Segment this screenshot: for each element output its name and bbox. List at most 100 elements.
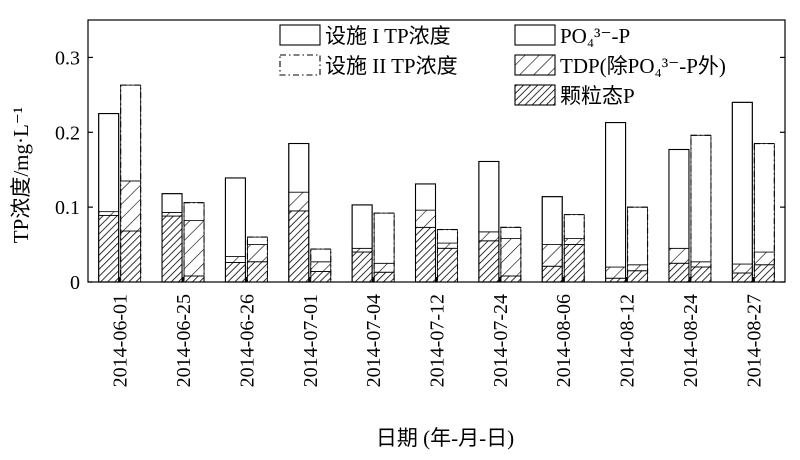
legend-swatch bbox=[514, 24, 556, 46]
y-tick-label: 0.2 bbox=[55, 122, 80, 144]
bar-outline-facility-2 bbox=[753, 142, 775, 283]
legend-swatch bbox=[514, 54, 556, 76]
x-tick-label: 2014-08-24 bbox=[680, 294, 702, 387]
x-tick-label: 2014-08-06 bbox=[553, 294, 575, 387]
bar-outline-facility-2 bbox=[246, 236, 268, 283]
bar-segment-po4-p bbox=[247, 236, 268, 245]
bar-outline-facility-2 bbox=[310, 248, 332, 283]
bar-segment-tdp-non-po4 bbox=[500, 238, 522, 277]
bar-segment-particulate-p bbox=[668, 262, 690, 283]
bar-segment-particulate-p bbox=[288, 210, 310, 283]
bar-segment-particulate-p bbox=[690, 266, 712, 283]
bar-segment-particulate-p bbox=[753, 264, 775, 283]
y-tick-label: 0 bbox=[70, 272, 80, 294]
plot-bars bbox=[98, 84, 775, 283]
bar-segment-tdp-non-po4 bbox=[288, 191, 310, 212]
x-tick-label: 2014-07-12 bbox=[427, 294, 449, 387]
bar-segment-po4-p bbox=[627, 206, 648, 266]
bar-segment-tdp-non-po4 bbox=[225, 256, 246, 263]
bar-segment-particulate-p bbox=[478, 240, 500, 283]
bar-segment-particulate-p bbox=[120, 230, 142, 283]
bar-segment-tdp-non-po4 bbox=[563, 238, 585, 245]
x-tick-label: 2014-08-12 bbox=[617, 294, 639, 387]
bar-segment-po4-p bbox=[310, 248, 332, 263]
bar-segment-particulate-p bbox=[98, 214, 120, 283]
bar-segment-particulate-p bbox=[563, 244, 585, 283]
bar-segment-po4-p bbox=[98, 113, 120, 213]
bar-segment-tdp-non-po4 bbox=[541, 244, 563, 267]
legend-swatch bbox=[279, 24, 321, 46]
x-tick-label: 2014-07-24 bbox=[490, 294, 512, 387]
bar-segment-po4-p bbox=[351, 204, 373, 249]
y-tick-label: 0.1 bbox=[55, 197, 80, 219]
bar-segment-tdp-non-po4 bbox=[373, 262, 395, 273]
bar-segment-particulate-p bbox=[541, 265, 563, 283]
bar-segment-particulate-p bbox=[500, 275, 522, 283]
bar-segment-po4-p bbox=[478, 161, 500, 233]
bar-segment-po4-p bbox=[731, 101, 753, 265]
bar-segment-particulate-p bbox=[731, 272, 753, 283]
x-tick-label: 2014-06-01 bbox=[110, 294, 132, 387]
bar-segment-tdp-non-po4 bbox=[731, 263, 753, 274]
y-tick-label: 0.3 bbox=[55, 47, 80, 69]
bar-segment-particulate-p bbox=[415, 226, 436, 283]
bar-segment-po4-p bbox=[668, 149, 690, 249]
bar-segment-particulate-p bbox=[183, 275, 205, 283]
bar-segment-tdp-non-po4 bbox=[668, 247, 690, 264]
bar-segment-tdp-non-po4 bbox=[753, 251, 775, 266]
bar-segment-tdp-non-po4 bbox=[183, 220, 205, 277]
bar-segment-po4-p bbox=[437, 229, 458, 244]
bar-segment-tdp-non-po4 bbox=[478, 231, 500, 242]
x-tick-label: 2014-08-27 bbox=[743, 294, 765, 387]
bar-segment-tdp-non-po4 bbox=[415, 209, 436, 228]
bar-segment-tdp-non-po4 bbox=[437, 242, 458, 249]
bar-segment-po4-p bbox=[541, 196, 563, 245]
legend-swatch bbox=[279, 54, 321, 76]
bar-segment-po4-p bbox=[605, 122, 626, 268]
bar-segment-po4-p bbox=[161, 193, 183, 213]
bar-segment-po4-p bbox=[563, 214, 585, 239]
x-axis-label: 日期 (年-月-日) bbox=[376, 426, 514, 450]
bar-segment-particulate-p bbox=[247, 261, 268, 283]
legend-label: PO₄³⁻-P bbox=[560, 24, 630, 48]
bar-segment-tdp-non-po4 bbox=[627, 264, 648, 272]
plot-frame bbox=[87, 19, 786, 283]
bar-segment-particulate-p bbox=[225, 262, 246, 283]
bar-segment-po4-p bbox=[690, 134, 712, 263]
bar-segment-tdp-non-po4 bbox=[690, 261, 712, 268]
plot-axes: 2014-06-01 2014-06-25 2014-06-26 2014-07-01… bbox=[55, 19, 786, 387]
legend-label: TDP(除PO₄³⁻-P外) bbox=[560, 54, 726, 78]
bar-segment-particulate-p bbox=[351, 251, 373, 283]
y-axis-label: TP浓度/mg·L⁻¹ bbox=[9, 107, 33, 243]
bar-segment-particulate-p bbox=[627, 270, 648, 283]
bar-segment-po4-p bbox=[120, 84, 142, 182]
x-tick-label: 2014-07-01 bbox=[300, 294, 322, 387]
bar-outline-facility-2 bbox=[120, 84, 142, 283]
bar-segment-tdp-non-po4 bbox=[98, 211, 120, 216]
bar-segment-po4-p bbox=[288, 143, 310, 193]
bar-segment-particulate-p bbox=[373, 271, 395, 283]
bar-segment-po4-p bbox=[753, 143, 775, 253]
bar-segment-tdp-non-po4 bbox=[247, 244, 268, 263]
bar-segment-po4-p bbox=[500, 226, 522, 239]
bar-segment-tdp-non-po4 bbox=[161, 211, 183, 217]
bar-segment-tdp-non-po4 bbox=[310, 261, 332, 272]
bar-segment-tdp-non-po4 bbox=[120, 180, 142, 232]
bar-segment-po4-p bbox=[225, 177, 246, 257]
bar-segment-tdp-non-po4 bbox=[351, 247, 373, 253]
bar-segment-particulate-p bbox=[310, 271, 332, 283]
legend-label: 颗粒态P bbox=[560, 84, 635, 108]
bar-segment-po4-p bbox=[415, 183, 436, 211]
legend-swatch bbox=[514, 84, 556, 106]
bar-segment-tdp-non-po4 bbox=[605, 266, 626, 279]
x-tick-label: 2014-07-04 bbox=[363, 294, 385, 387]
bar-segment-particulate-p bbox=[161, 215, 183, 283]
legend-label: 设施 I TP浓度 bbox=[325, 24, 451, 48]
x-tick-label: 2014-06-26 bbox=[236, 294, 258, 387]
bar-segment-po4-p bbox=[373, 212, 395, 264]
bar-segment-po4-p bbox=[183, 202, 205, 222]
legend-label: 设施 II TP浓度 bbox=[325, 54, 458, 78]
bar-segment-particulate-p bbox=[437, 247, 458, 283]
